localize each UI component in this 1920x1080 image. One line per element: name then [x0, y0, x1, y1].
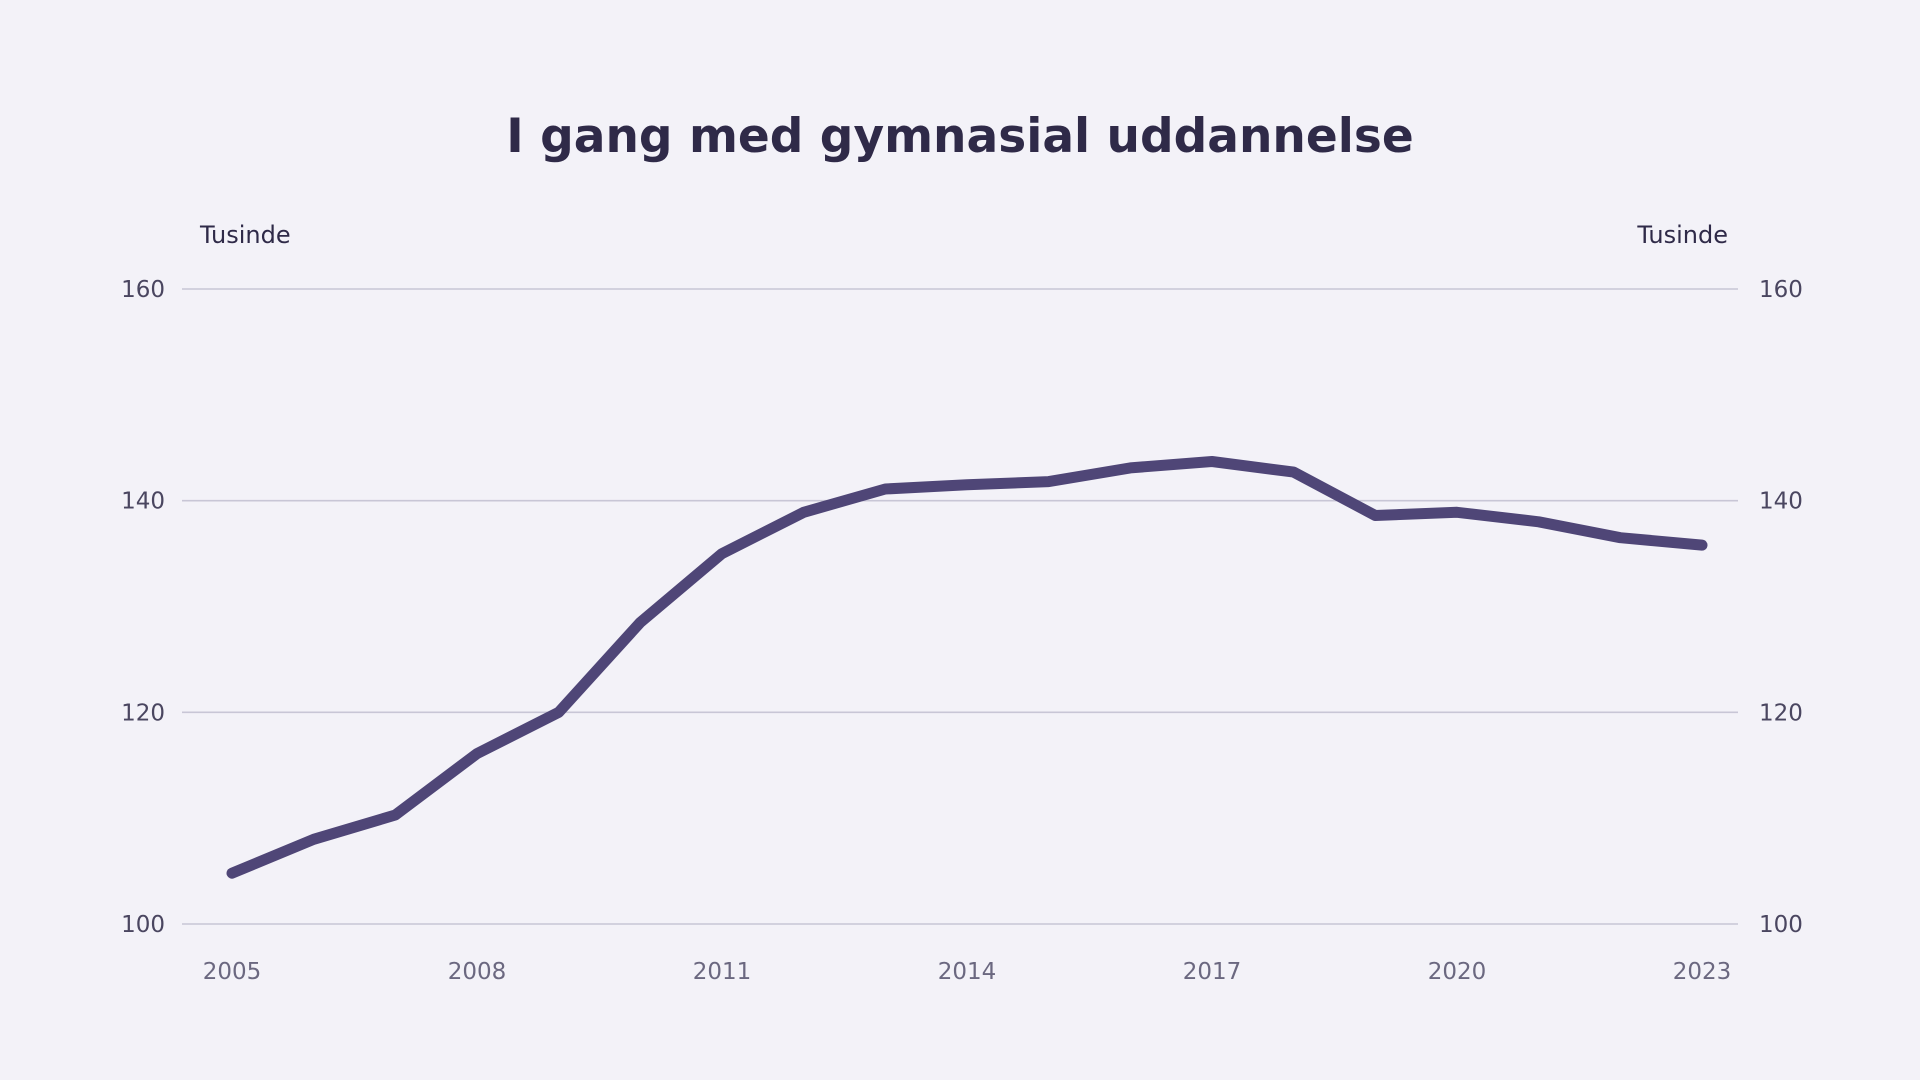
right-y-axis: 100 120 140 160 [1759, 277, 1803, 938]
y-left-tick-label: 120 [121, 700, 165, 726]
chart-title: I gang med gymnasial uddannelse [506, 109, 1413, 164]
x-axis: 2005 2008 2011 2014 2017 2020 2023 [203, 959, 1732, 985]
y-right-tick-label: 140 [1759, 489, 1803, 515]
x-tick-label: 2020 [1428, 959, 1487, 985]
x-tick-label: 2017 [1183, 959, 1242, 985]
series-group [226, 456, 1708, 879]
y-right-tick-label: 100 [1759, 912, 1803, 938]
y-right-tick-label: 160 [1759, 277, 1803, 303]
y-left-tick-label: 140 [121, 489, 165, 515]
left-y-axis: 100 120 140 160 [121, 277, 165, 938]
y-right-tick-label: 120 [1759, 700, 1803, 726]
x-tick-label: 2023 [1673, 959, 1732, 985]
left-axis-unit-label: Tusinde [199, 221, 291, 249]
x-tick-label: 2005 [203, 959, 262, 985]
y-left-tick-label: 100 [121, 912, 165, 938]
y-left-tick-label: 160 [121, 277, 165, 303]
series-line-1 [226, 456, 1708, 879]
x-tick-label: 2011 [693, 959, 752, 985]
right-axis-unit-label: Tusinde [1636, 221, 1728, 249]
x-tick-label: 2014 [938, 959, 997, 985]
gridlines [182, 288, 1738, 925]
x-tick-label: 2008 [448, 959, 507, 985]
